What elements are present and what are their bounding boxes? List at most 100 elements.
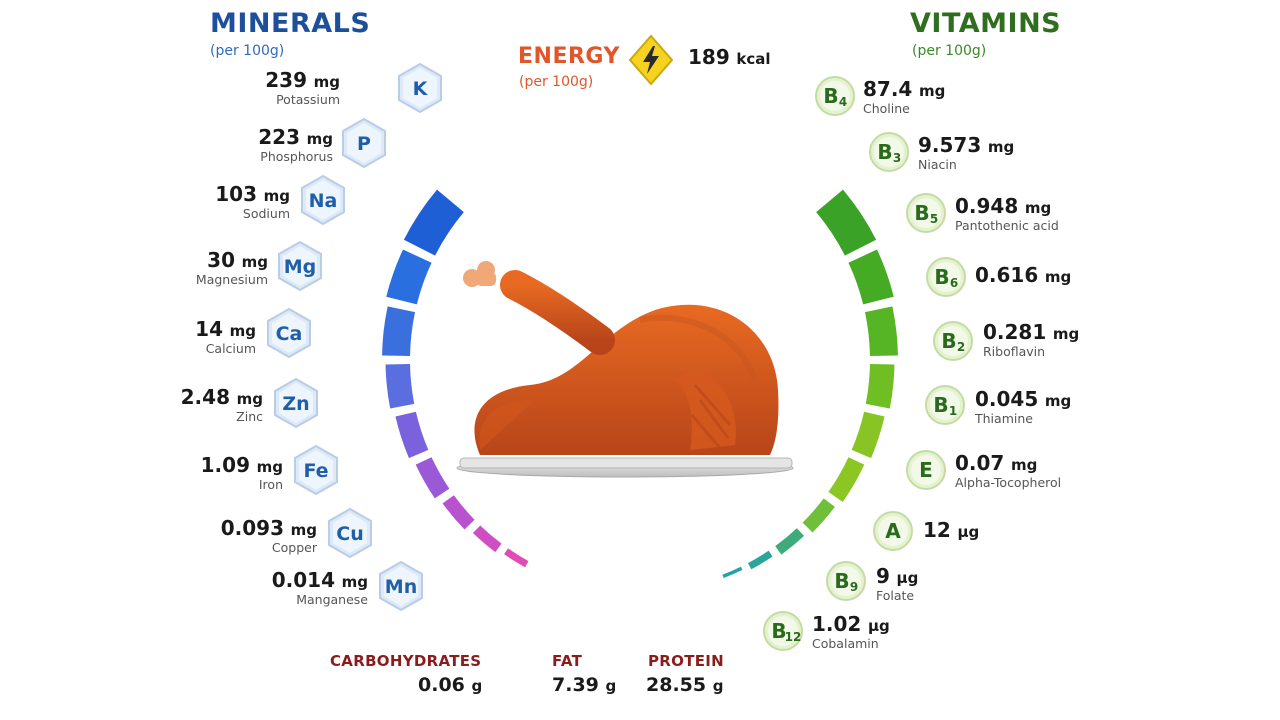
vitamin-name: Thiamine (975, 411, 1033, 426)
vitamin-arc-segment (864, 306, 898, 356)
vitamin-amount: 0.948 mg (955, 194, 1052, 218)
mineral-row: 2.48 mg Zinc (181, 385, 263, 424)
vitamin-subscript: 6 (950, 276, 958, 290)
mineral-hexagon-icon: Mg (277, 240, 323, 292)
mineral-row: 1.09 mg Iron (201, 453, 283, 492)
vitamin-arc-segment (747, 550, 773, 570)
vitamin-letter: B (823, 84, 838, 108)
mineral-name: Calcium (205, 341, 256, 356)
mineral-amount: 1.09 mg (200, 453, 283, 477)
vitamin-letter: B (771, 619, 786, 643)
mineral-symbol: Fe (303, 460, 328, 482)
mineral-symbol: Mn (385, 576, 417, 598)
mineral-name: Potassium (276, 92, 340, 107)
minerals-subtitle: (per 100g) (210, 43, 285, 59)
vitamin-subscript: 12 (785, 630, 802, 644)
mineral-symbol: Na (309, 190, 338, 212)
mineral-name: Manganese (296, 592, 368, 607)
mineral-amount: 14 mg (195, 317, 256, 341)
vitamin-row: 9.573 mg Niacin (918, 133, 1014, 172)
vitamin-subscript: 2 (957, 340, 965, 354)
vitamins-title: VITAMINS (910, 8, 1062, 39)
macro-protein-label: PROTEIN (648, 652, 725, 670)
mineral-hexagon-icon: Na (300, 174, 346, 226)
roast-chicken-image (440, 250, 810, 495)
minerals-title: MINERALS (210, 8, 371, 39)
vitamin-row: 0.07 mg Alpha-Tocopherol (955, 451, 1061, 490)
mineral-arc-segment (382, 306, 416, 356)
vitamin-amount: 0.045 mg (975, 387, 1072, 411)
mineral-hexagon-icon: K (397, 62, 443, 114)
vitamin-arc-segment (865, 364, 895, 409)
vitamin-amount: 0.616 mg (975, 263, 1072, 287)
mineral-row: 223 mg Phosphorus (258, 125, 333, 164)
vitamin-arc-segment (802, 498, 835, 533)
vitamin-subscript: 4 (839, 95, 847, 109)
energy-value: 189 kcal (688, 45, 771, 69)
vitamin-letter: B (877, 140, 892, 164)
energy-subtitle: (per 100g) (519, 74, 594, 90)
vitamin-amount: 9 µg (876, 564, 919, 588)
mineral-hexagon-icon: Ca (266, 307, 312, 359)
mineral-hexagon-icon: Zn (273, 377, 319, 429)
vitamin-name: Niacin (918, 157, 957, 172)
vitamin-name: Folate (876, 588, 915, 603)
vitamin-letter: B (934, 265, 949, 289)
mineral-symbol: Ca (276, 323, 303, 345)
mineral-row: 30 mg Magnesium (196, 248, 268, 287)
mineral-amount: 223 mg (258, 125, 333, 149)
vitamin-name: Alpha-Tocopherol (955, 475, 1062, 490)
mineral-hexagon-icon: P (341, 117, 387, 169)
mineral-name: Magnesium (195, 272, 268, 287)
macro-fat-label: FAT (552, 652, 583, 670)
macro-fat-value: 7.39 g (552, 674, 617, 696)
mineral-arc-segment (472, 525, 502, 553)
vitamin-row: 0.281 mg Riboflavin (983, 320, 1079, 359)
vitamin-arc-segment (848, 249, 894, 305)
macro-carbohydrates-label: CARBOHYDRATES (330, 652, 482, 670)
mineral-amount: 2.48 mg (180, 385, 263, 409)
vitamin-amount: 87.4 mg (863, 77, 946, 101)
mineral-symbol: K (413, 78, 429, 100)
mineral-symbol: Zn (282, 393, 309, 415)
vitamins-subtitle: (per 100g) (912, 43, 987, 59)
mineral-arc-segment (385, 364, 415, 409)
lightning-icon (628, 34, 674, 86)
vitamin-letter: B (914, 201, 929, 225)
vitamin-row: 12 µg (923, 518, 979, 542)
vitamin-amount: 9.573 mg (918, 133, 1015, 157)
vitamin-circle-icon: B 12 (762, 610, 804, 652)
mineral-name: Phosphorus (260, 149, 333, 164)
vitamin-row: 0.616 mg (975, 263, 1071, 287)
mineral-arc-segment (403, 189, 464, 256)
mineral-name: Copper (271, 540, 317, 555)
energy-title: ENERGY (518, 44, 620, 69)
mineral-arc-segment (442, 495, 475, 530)
mineral-arc-segment (415, 457, 450, 499)
mineral-amount: 0.014 mg (271, 568, 368, 592)
mineral-arc-segment (504, 548, 529, 568)
mineral-arc-segment (386, 249, 432, 305)
vitamin-letter: B (933, 393, 948, 417)
vitamin-name: Riboflavin (983, 344, 1046, 359)
mineral-hexagon-icon: Fe (293, 444, 339, 496)
vitamin-name: Cobalamin (812, 636, 879, 651)
mineral-hexagon-icon: Cu (327, 507, 373, 559)
mineral-arc-segment (395, 411, 429, 459)
vitamin-subscript: 3 (893, 151, 901, 165)
vitamin-subscript: 5 (930, 212, 938, 226)
vitamin-arc-segment (775, 528, 805, 555)
macro-carbohydrates-value: 0.06 g (418, 674, 483, 696)
mineral-symbol: Mg (284, 256, 317, 278)
vitamin-subscript: 1 (949, 404, 957, 418)
vitamin-letter: B (834, 569, 849, 593)
mineral-row: 0.093 mg Copper (221, 516, 317, 555)
vitamin-amount: 12 µg (923, 518, 980, 542)
